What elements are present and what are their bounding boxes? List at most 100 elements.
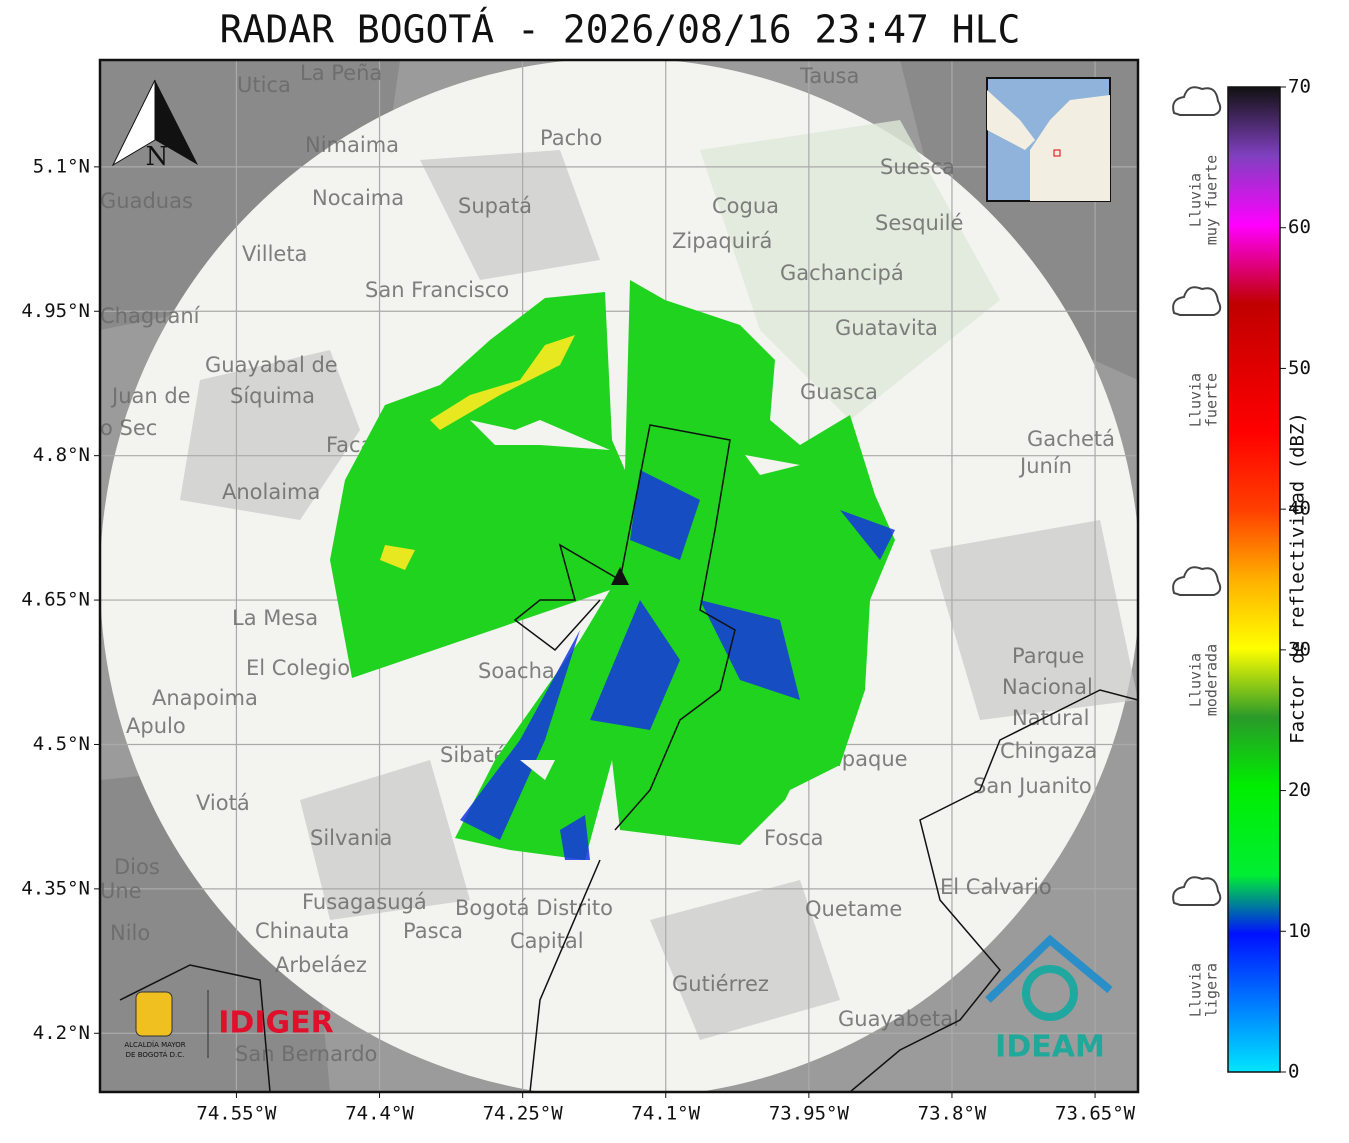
alcaldia-line: ALCALDÍA MAYOR — [124, 1040, 185, 1049]
place-label: Anapoima — [152, 686, 258, 710]
place-label: Guayabetal — [838, 1007, 959, 1031]
place-label: Zipaquirá — [672, 229, 772, 253]
y-tick-label: 4.65°N — [21, 589, 90, 611]
colorbar-tick-label: 60 — [1288, 216, 1311, 238]
place-label: Guasca — [800, 380, 878, 404]
place-label: Junín — [1018, 454, 1072, 478]
rain-icon — [1172, 876, 1222, 906]
place-label: Fusagasugá — [302, 890, 427, 914]
place-label: Juan de — [110, 384, 191, 408]
colorbar-tick-label: 20 — [1288, 779, 1311, 801]
north-label: N — [146, 142, 169, 172]
map-area: La Peña Utica Tausa Pacho Nimaima Suesca Guadu… — [100, 60, 1138, 1092]
place-label: Sesquilé — [875, 211, 963, 235]
place-label: Pasca — [403, 919, 463, 943]
place-label: Gachetá — [1027, 427, 1115, 451]
idiger-logo: IDIGER — [218, 1006, 333, 1041]
place-label: Pacho — [540, 126, 602, 150]
place-label: Parque — [1012, 644, 1084, 668]
x-tick-label: 74.4°W — [345, 1103, 414, 1125]
x-tick-label: 73.65°W — [1055, 1103, 1136, 1125]
colorbar-tick-label: 40 — [1288, 498, 1311, 520]
place-label: La Peña — [300, 61, 382, 85]
place-label: Anolaima — [222, 480, 320, 504]
place-label: Arbeláez — [275, 953, 367, 977]
place-label: Guayabal de — [205, 353, 338, 377]
place-label: Fosca — [764, 826, 824, 850]
place-label: Guaduas — [100, 189, 193, 213]
place-label: San Bernardo — [235, 1042, 377, 1066]
place-label: Une — [100, 879, 142, 903]
place-label: Capital — [510, 929, 584, 953]
rain-icon — [1172, 86, 1222, 116]
rain-icon — [1172, 286, 1222, 316]
x-tick-label: 74.1°W — [631, 1103, 700, 1125]
rain-category-label: fuerte — [1203, 373, 1221, 427]
cloud — [1172, 86, 1222, 116]
y-tick-label: 4.35°N — [21, 877, 90, 899]
place-label: Silvania — [310, 826, 392, 850]
y-tick-label: 4.5°N — [33, 733, 90, 755]
alcaldia-line: DE BOGOTÁ D.C. — [126, 1050, 185, 1059]
place-label: San Francisco — [365, 278, 509, 302]
place-label: Natural — [1012, 706, 1089, 730]
place-label: Cogua — [712, 194, 779, 218]
place-label: Quetame — [805, 897, 902, 921]
map-frame — [98, 58, 1140, 1094]
place-label: Nocaima — [312, 186, 404, 210]
x-tick-label: 73.95°W — [769, 1103, 850, 1125]
place-label: Viotá — [196, 791, 250, 815]
place-label: El Colegio — [246, 656, 350, 680]
place-label: Supatá — [458, 194, 532, 218]
place-label: Chinauta — [255, 919, 349, 943]
place-label: Síquima — [230, 384, 315, 408]
north-arrow: N — [111, 79, 198, 172]
radar-site — [611, 567, 629, 585]
colorbar-label: Factor de reflectividad (dBZ) — [1287, 412, 1309, 744]
place-label: Gutiérrez — [672, 972, 769, 996]
y-tick-label: 4.8°N — [33, 444, 90, 466]
colorbar-tick-label: 70 — [1288, 76, 1311, 98]
place-label: Dios — [114, 855, 160, 879]
place-label: Gachancipá — [780, 261, 904, 285]
alcaldia-logo: ALCALDÍA MAYOR DE BOGOTÁ D.C. IDIGER — [124, 990, 334, 1059]
place-label: Chingaza — [1000, 739, 1097, 763]
cloud — [1172, 286, 1222, 316]
cloud — [1172, 566, 1222, 596]
place-label: Chaguaní — [100, 304, 201, 328]
place-label: Tausa — [799, 64, 859, 88]
colorbar-tick-label: 10 — [1288, 920, 1311, 942]
place-label: La Mesa — [232, 606, 318, 630]
inset-map — [986, 77, 1111, 202]
place-label: Nacional — [1002, 675, 1093, 699]
y-tick-label: 4.95°N — [21, 300, 90, 322]
y-tick-label: 4.2°N — [33, 1022, 90, 1044]
place-label: San Juanito — [973, 774, 1092, 798]
rain-category-label: muy fuerte — [1203, 155, 1221, 245]
place-label: Soacha — [478, 659, 555, 683]
rain-category-label: ligera — [1203, 963, 1221, 1017]
rain-category-label: Lluvia — [1187, 963, 1205, 1017]
place-label: Nilo — [110, 921, 150, 945]
ideam-label: IDEAM — [995, 1030, 1105, 1065]
x-tick-label: 74.25°W — [483, 1103, 564, 1125]
place-label: Villeta — [242, 242, 307, 266]
place-label: Guatavita — [835, 316, 938, 340]
cloud — [1172, 876, 1222, 906]
colorbar-tick-label: 0 — [1288, 1061, 1299, 1083]
colorbar-tick-label: 30 — [1288, 638, 1311, 660]
place-label: Apulo — [126, 714, 186, 738]
x-tick-label: 74.55°W — [196, 1103, 277, 1125]
rain-category-label: Lluvia — [1187, 373, 1205, 427]
colorbar — [1227, 86, 1281, 1073]
x-tick-label: 73.8°W — [918, 1103, 987, 1125]
rain-category-label: Lluvia — [1187, 653, 1205, 707]
radar-echo — [330, 280, 895, 860]
place-label: El Calvario — [940, 875, 1052, 899]
rain-icon — [1172, 566, 1222, 596]
